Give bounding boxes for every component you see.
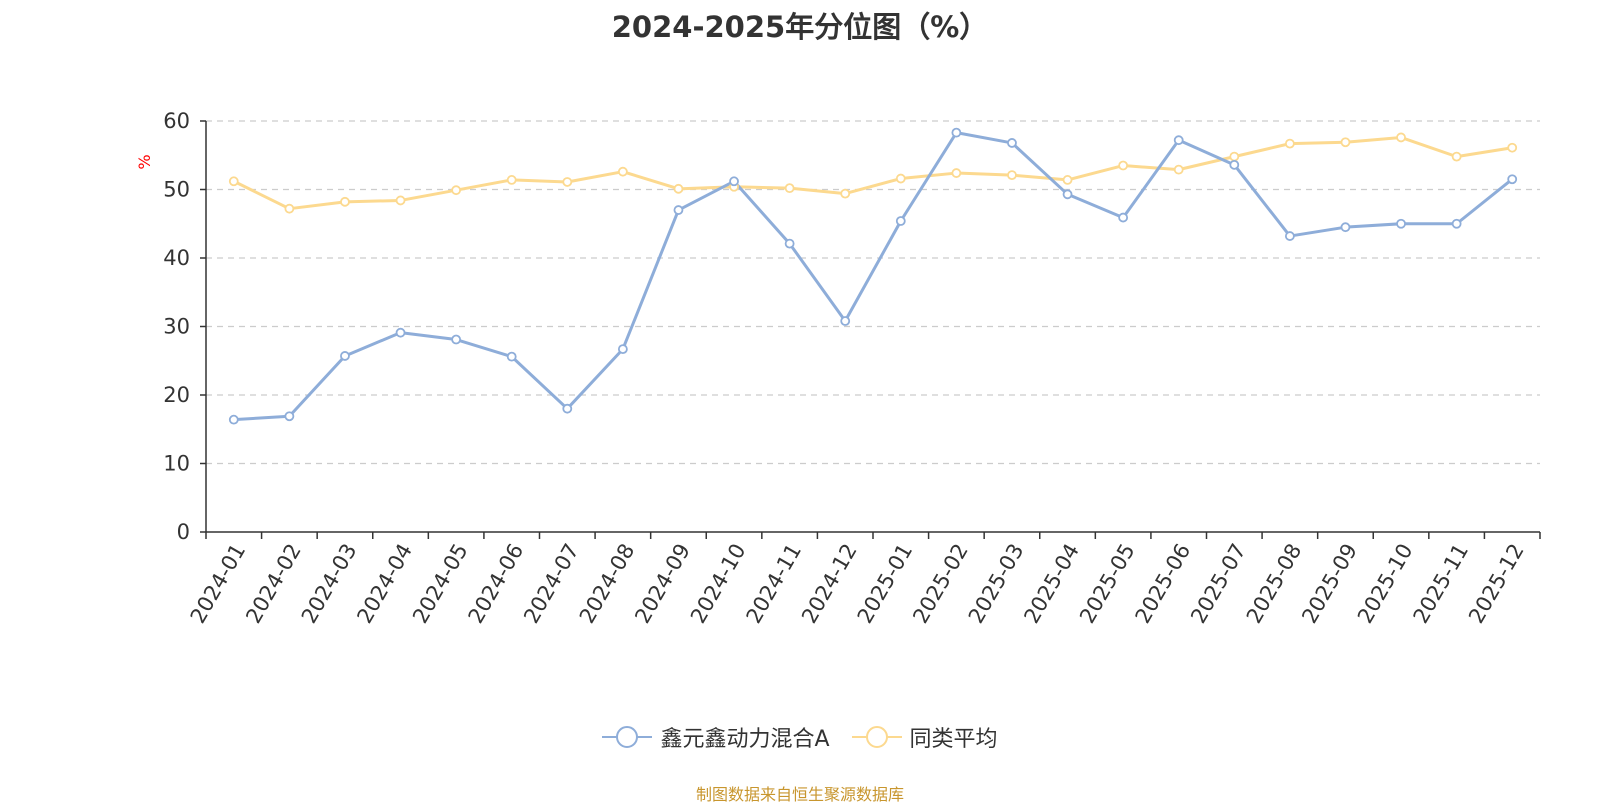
x-tick-label: 2025-05 <box>1075 540 1140 628</box>
data-point-series-1[interactable] <box>1396 218 1406 229</box>
data-point-series-2[interactable] <box>1007 170 1017 181</box>
x-tick-label: 2025-03 <box>964 539 1029 627</box>
data-point-series-1[interactable] <box>451 334 462 345</box>
x-tick-label: 2024-06 <box>464 540 529 628</box>
data-point-series-2[interactable] <box>1340 137 1351 148</box>
x-tick-label: 2024-09 <box>630 540 695 628</box>
axis-labels: 01020304050602024-012024-022024-032024-0… <box>135 109 1529 627</box>
legend-label-series-1: 鑫元鑫动力混合A <box>660 727 830 752</box>
chart-title: 2024-2025年分位图（%） <box>611 10 989 44</box>
x-tick-label: 2024-10 <box>686 540 751 628</box>
data-point-series-2[interactable] <box>451 185 462 196</box>
data-point-series-2[interactable] <box>1118 160 1129 171</box>
legend-marker-series-2-icon <box>851 726 902 748</box>
data-point-series-1[interactable] <box>951 127 962 138</box>
data-point-series-1[interactable] <box>1340 222 1351 233</box>
legend-label-series-2: 同类平均 <box>909 727 998 752</box>
legend-item-series-1[interactable]: 鑫元鑫动力混合A <box>602 721 830 753</box>
data-point-series-1[interactable] <box>1229 159 1240 170</box>
data-point-series-1[interactable] <box>284 411 295 422</box>
data-point-series-1[interactable] <box>1451 218 1462 229</box>
data-point-series-2[interactable] <box>1451 151 1462 162</box>
data-point-series-2[interactable] <box>895 173 906 184</box>
data-point-series-2[interactable] <box>1396 132 1406 143</box>
data-point-series-2[interactable] <box>1284 138 1295 149</box>
y-axis-label: % <box>135 154 154 169</box>
axes <box>200 120 1541 539</box>
legend-item-series-2[interactable]: 同类平均 <box>851 721 998 753</box>
y-tick-label: 10 <box>163 452 190 476</box>
data-point-series-2[interactable] <box>1507 142 1518 153</box>
source-note: 制图数据来自恒生聚源数据库 <box>695 785 904 804</box>
data-point-series-2[interactable] <box>562 177 573 187</box>
x-tick-label: 2024-03 <box>297 540 362 628</box>
x-tick-label: 2024-02 <box>241 540 306 628</box>
data-point-series-2[interactable] <box>784 183 795 194</box>
data-point-series-2[interactable] <box>228 176 239 187</box>
series-line-2 <box>232 135 1514 211</box>
legend-marker-series-1-icon <box>602 726 653 748</box>
data-point-series-2[interactable] <box>340 196 350 207</box>
grid-lines <box>206 120 1540 465</box>
data-point-series-1[interactable] <box>1507 174 1518 185</box>
x-tick-label: 2025-02 <box>908 540 973 628</box>
x-tick-label: 2024-12 <box>797 540 862 628</box>
data-point-series-1[interactable] <box>784 238 795 249</box>
data-point-series-1[interactable] <box>673 205 684 215</box>
data-point-series-2[interactable] <box>284 203 295 214</box>
x-tick-label: 2024-05 <box>408 540 473 628</box>
x-tick-label: 2024-04 <box>352 540 417 628</box>
x-tick-label: 2025-12 <box>1464 540 1529 628</box>
data-point-series-1[interactable] <box>1118 212 1129 223</box>
data-point-series-2[interactable] <box>673 183 684 194</box>
data-point-series-1[interactable] <box>840 316 851 326</box>
x-tick-label: 2024-07 <box>519 540 584 628</box>
data-point-series-2[interactable] <box>840 188 851 199</box>
x-tick-label: 2025-06 <box>1131 540 1196 628</box>
y-tick-label: 0 <box>177 520 190 544</box>
y-tick-label: 30 <box>163 315 190 339</box>
series-lines <box>228 127 1518 425</box>
data-point-series-2[interactable] <box>1062 175 1073 185</box>
data-point-series-2[interactable] <box>1173 164 1184 175</box>
data-point-series-2[interactable] <box>1229 151 1240 162</box>
data-point-series-1[interactable] <box>228 414 239 425</box>
x-tick-label: 2025-04 <box>1019 540 1084 628</box>
x-tick-label: 2024-08 <box>575 540 640 628</box>
data-point-series-2[interactable] <box>506 175 517 185</box>
data-point-series-1[interactable] <box>729 176 739 187</box>
data-point-series-2[interactable] <box>395 195 406 206</box>
x-tick-label: 2024-11 <box>741 540 806 628</box>
x-tick-label: 2025-07 <box>1186 540 1251 628</box>
y-tick-label: 60 <box>163 109 190 133</box>
x-tick-label: 2024-01 <box>186 540 251 628</box>
data-point-series-1[interactable] <box>1173 135 1184 146</box>
data-point-series-1[interactable] <box>562 403 573 414</box>
data-point-series-1[interactable] <box>1062 189 1073 200</box>
data-point-series-2[interactable] <box>951 168 962 178</box>
data-point-series-1[interactable] <box>895 216 906 226</box>
data-point-series-1[interactable] <box>395 327 406 338</box>
x-tick-label: 2025-10 <box>1353 540 1418 628</box>
x-tick-label: 2025-01 <box>853 540 918 628</box>
x-tick-label: 2025-08 <box>1242 540 1307 628</box>
data-point-series-1[interactable] <box>340 351 350 361</box>
data-point-series-1[interactable] <box>1284 231 1295 241</box>
series-line-1 <box>232 131 1514 422</box>
x-tick-label: 2025-09 <box>1297 540 1362 628</box>
y-tick-label: 20 <box>163 383 190 407</box>
x-tick-label: 2025-11 <box>1408 540 1473 628</box>
legend: 鑫元鑫动力混合A 同类平均 <box>0 722 1600 752</box>
y-tick-label: 40 <box>163 246 190 270</box>
data-point-series-1[interactable] <box>617 344 628 355</box>
y-tick-label: 50 <box>163 178 190 202</box>
data-point-series-2[interactable] <box>617 166 628 177</box>
data-point-series-1[interactable] <box>506 351 517 362</box>
data-point-series-1[interactable] <box>1007 138 1017 148</box>
